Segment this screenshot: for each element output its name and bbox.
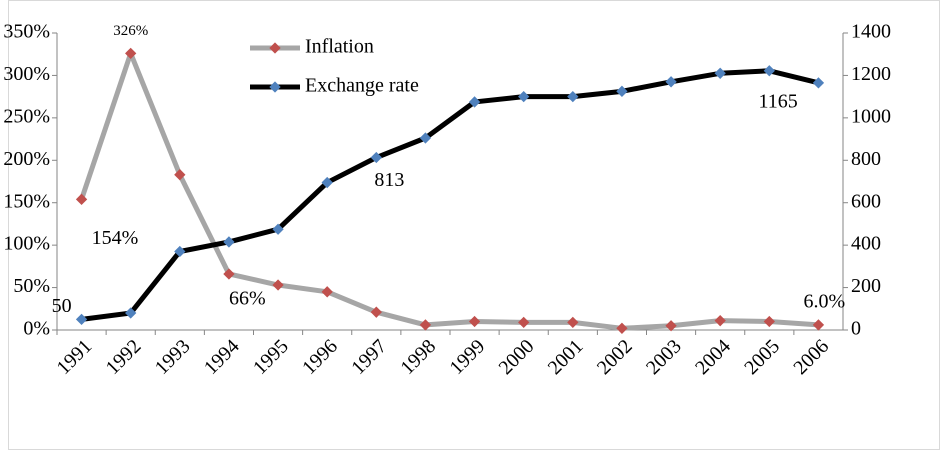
marker — [321, 286, 333, 298]
marker — [567, 90, 579, 103]
y-tick-label: 300% — [3, 63, 50, 85]
marker — [763, 315, 775, 328]
y2-tick-label: 1200 — [851, 63, 891, 85]
marker — [616, 322, 628, 334]
data-label: 154% — [92, 227, 139, 249]
y2-tick-label: 800 — [851, 148, 881, 170]
x-tick-label: 1999 — [446, 335, 490, 379]
data-label: 326% — [113, 23, 148, 39]
marker — [370, 151, 382, 164]
marker — [616, 85, 628, 97]
x-tick-label: 2004 — [691, 335, 735, 379]
marker — [174, 169, 186, 181]
x-tick-label: 1998 — [396, 335, 440, 379]
y-tick-label: 250% — [3, 105, 50, 127]
marker — [518, 316, 530, 329]
y-tick-label: 200% — [3, 148, 50, 170]
y2-tick-label: 400 — [851, 233, 881, 255]
marker — [174, 245, 186, 258]
y2-tick-label: 1000 — [851, 105, 891, 127]
x-tick-label: 2002 — [593, 335, 637, 379]
series-line — [79, 50, 819, 331]
marker — [321, 176, 333, 189]
marker — [468, 315, 481, 328]
x-tick-label: 2001 — [544, 335, 588, 379]
x-tick-label: 2000 — [495, 335, 539, 379]
x-tick-label: 1995 — [249, 335, 293, 379]
x-tick-label: 2005 — [740, 335, 784, 379]
x-tick-label: 2003 — [642, 335, 686, 379]
y2-tick-label: 0 — [851, 318, 861, 340]
data-label: 6.0% — [803, 291, 845, 313]
x-tick-label: 1991 — [53, 335, 97, 379]
data-label: 66% — [229, 288, 266, 310]
series-line — [81, 68, 820, 322]
marker — [272, 279, 284, 291]
y-tick-label: 350% — [3, 21, 50, 43]
marker — [370, 306, 382, 318]
x-tick-label: 1994 — [200, 335, 244, 379]
marker — [125, 47, 137, 60]
x-tick-label: 1992 — [102, 335, 146, 379]
x-tick-label: 1997 — [347, 335, 391, 379]
chart-frame — [8, 0, 940, 450]
marker — [419, 132, 432, 144]
legend-label: Inflation — [305, 36, 374, 58]
marker — [812, 319, 825, 331]
y2-tick-label: 200 — [851, 275, 881, 297]
data-label: 1165 — [758, 90, 797, 112]
y-tick-label: 50% — [13, 275, 50, 297]
marker — [665, 320, 677, 332]
marker — [518, 90, 530, 103]
legend-label: Exchange rate — [305, 75, 419, 97]
marker — [567, 316, 579, 329]
legend-marker — [269, 81, 281, 93]
y-tick-label: 100% — [3, 233, 50, 255]
marker — [763, 65, 775, 77]
marker — [75, 313, 88, 326]
marker — [665, 76, 677, 88]
marker — [223, 268, 235, 280]
y-tick-label: 150% — [3, 190, 50, 212]
marker — [714, 67, 726, 79]
y2-tick-label: 1400 — [851, 21, 891, 43]
x-tick-label: 2006 — [789, 335, 833, 379]
y2-tick-label: 600 — [851, 190, 881, 212]
data-label: 50 — [52, 295, 72, 317]
marker — [419, 319, 432, 331]
legend-marker — [269, 42, 281, 54]
marker — [812, 77, 825, 89]
y-tick-label: 0% — [23, 318, 50, 340]
marker — [223, 236, 235, 248]
x-tick-label: 1996 — [298, 335, 342, 379]
marker — [714, 315, 726, 327]
data-label: 813 — [374, 169, 404, 191]
marker — [272, 223, 284, 235]
x-tick-label: 1993 — [151, 335, 195, 379]
